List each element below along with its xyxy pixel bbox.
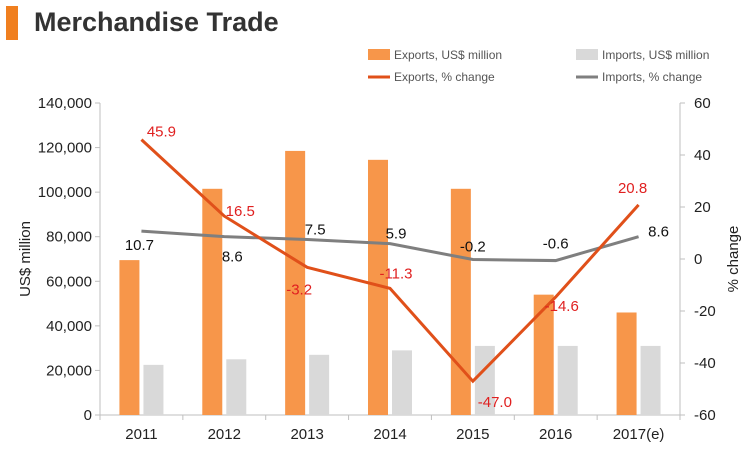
title-accent-bar: [6, 6, 18, 40]
imports-bar: [309, 354, 330, 415]
right-axis-tick-label: 0: [694, 251, 702, 268]
exports-bar: [533, 294, 554, 415]
imports-bar: [557, 345, 578, 415]
right-axis-tick-label: -60: [694, 407, 716, 424]
right-axis-tick-label: 20: [694, 199, 711, 216]
legend-label-imports-line: Imports, % change: [602, 70, 702, 84]
x-axis-tick-label: 2011: [125, 426, 157, 443]
legend-label-imports-bar: Imports, US$ million: [602, 48, 709, 62]
exports-bar: [202, 188, 223, 415]
imports-bar: [640, 345, 661, 415]
exports-change-label: -14.6: [545, 298, 579, 315]
imports-change-label: 5.9: [386, 226, 407, 243]
imports-change-label: -0.6: [543, 236, 569, 253]
imports-bar: [143, 364, 164, 415]
x-axis-tick-label: 2015: [456, 426, 489, 443]
x-axis-tick-label: 2017(e): [613, 426, 665, 443]
exports-change-label: -47.0: [478, 394, 512, 411]
left-axis-tick-label: 140,000: [38, 95, 92, 112]
left-axis-tick-label: 100,000: [38, 184, 92, 201]
left-axis-tick-label: 120,000: [38, 140, 92, 157]
x-axis-tick-label: 2014: [373, 426, 406, 443]
left-axis-tick-label: 60,000: [46, 273, 92, 290]
left-axis-title: US$ million: [17, 221, 34, 297]
x-axis-tick-label: 2012: [208, 426, 241, 443]
exports-bar: [368, 159, 388, 415]
exports-bar: [119, 260, 140, 415]
x-axis-tick-label: 2013: [290, 426, 323, 443]
right-axis-tick-label: 60: [694, 95, 711, 112]
imports-change-line: [141, 229, 639, 263]
right-axis-tick-label: 40: [694, 147, 711, 164]
left-axis-tick-label: 20,000: [46, 362, 92, 379]
imports-change-label: 10.7: [125, 237, 154, 254]
page-title: Merchandise Trade: [34, 7, 279, 37]
right-axis-tick-label: -40: [694, 355, 716, 372]
exports-change-line: [140, 138, 640, 384]
imports-change-label: 8.6: [222, 249, 243, 266]
legend-swatch-imports-bar: [576, 49, 598, 60]
imports-bar: [226, 359, 247, 415]
exports-bar: [616, 312, 637, 415]
right-axis-tick-label: -20: [694, 303, 716, 320]
exports-bar: [285, 150, 306, 415]
exports-change-label: -11.3: [379, 265, 412, 282]
legend-swatch-exports-bar: [368, 49, 390, 60]
imports-change-label: 7.5: [305, 222, 326, 239]
legend-label-exports-bar: Exports, US$ million: [394, 48, 502, 62]
exports-change-label: -3.2: [286, 281, 312, 298]
exports-change-label: 16.5: [226, 203, 255, 220]
right-axis-title: % change: [725, 226, 742, 293]
imports-bar: [392, 350, 412, 415]
imports-change-label: 8.6: [648, 224, 669, 241]
exports-change-label: 45.9: [147, 124, 176, 141]
exports-bar: [450, 188, 471, 415]
left-axis-tick-label: 0: [84, 407, 92, 424]
left-axis-tick-label: 80,000: [46, 229, 92, 246]
legend-label-exports-line: Exports, % change: [394, 70, 495, 84]
imports-change-label: -0.2: [460, 239, 486, 256]
left-axis-tick-label: 40,000: [46, 318, 92, 335]
x-axis-tick-label: 2016: [539, 426, 572, 443]
exports-change-label: 20.8: [618, 180, 647, 197]
